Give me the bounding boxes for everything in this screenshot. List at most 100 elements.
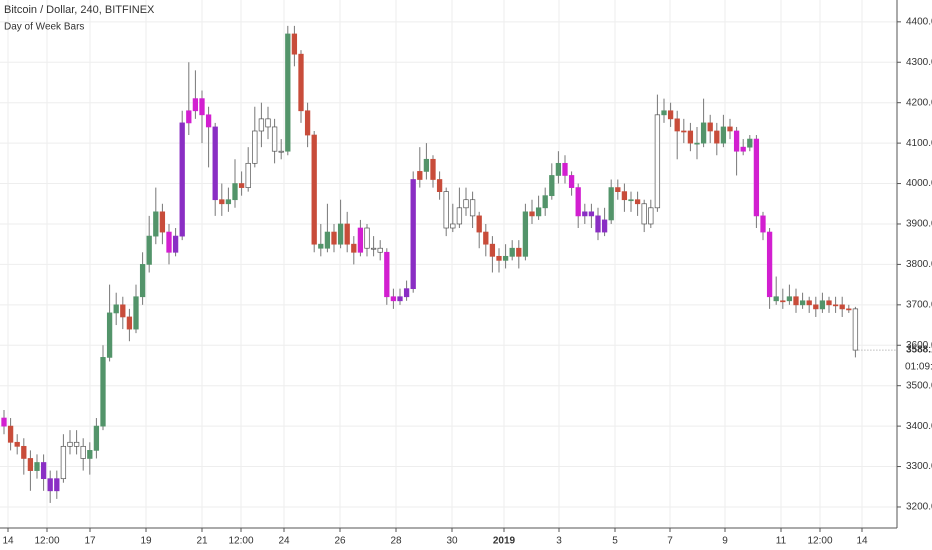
candle-body (628, 199, 634, 202)
candle-body (344, 223, 350, 245)
candle-body (588, 211, 595, 217)
candle-body (377, 247, 383, 253)
candle-body (852, 308, 859, 351)
candle-body (469, 199, 476, 217)
candle-body (443, 191, 449, 229)
candle-body (258, 118, 265, 132)
candle-body (384, 251, 390, 298)
candle-body (225, 199, 232, 205)
y-tick-label: 3300.0 (906, 461, 932, 472)
y-tick-label: 4100.0 (906, 138, 932, 149)
candle-body (304, 110, 311, 136)
y-tick-label: 4300.0 (906, 57, 932, 68)
x-tick-label: 9 (722, 536, 728, 547)
candle-body (766, 231, 773, 298)
candle-body (463, 199, 469, 209)
candle-body (139, 264, 146, 298)
candle-body (509, 247, 515, 257)
candle-body (430, 158, 436, 180)
candle-body (54, 478, 60, 492)
candle-body (846, 308, 852, 311)
candle-body (562, 162, 568, 176)
candle-body (87, 450, 93, 459)
candle-body (397, 296, 403, 302)
candle-body (219, 199, 225, 205)
candle-body (357, 227, 364, 253)
candle-body (423, 158, 430, 172)
candle-body (370, 247, 377, 250)
candles (1, 25, 859, 503)
y-tick-label: 4000.0 (906, 178, 932, 189)
candle-body (232, 183, 238, 201)
candle-body (456, 207, 463, 225)
x-tick-label: 5 (612, 536, 618, 547)
candle-body (496, 255, 502, 261)
candle-body (278, 150, 284, 153)
candle-body (403, 288, 410, 298)
indicator-name: Day of Week Bars (4, 22, 84, 33)
candle-body (595, 215, 601, 233)
candle-body (14, 441, 20, 447)
candle-body (199, 98, 205, 116)
x-tick-label: 12:00 (228, 536, 253, 547)
candle-body (40, 462, 47, 480)
candle-body (720, 126, 727, 144)
x-tick-label: 17 (84, 536, 96, 547)
candle-body (7, 425, 14, 443)
candle-body (654, 114, 661, 209)
x-tick-label: 24 (278, 536, 290, 547)
candle-body (661, 110, 667, 116)
candle-body (667, 110, 674, 120)
candle-body (1, 417, 7, 427)
candle-body (502, 255, 509, 261)
candle-body (641, 203, 647, 225)
candle-body (601, 219, 608, 233)
candle-body (793, 296, 799, 306)
candle-body (555, 162, 562, 176)
candle-body (179, 122, 185, 237)
candle-body (113, 304, 119, 314)
x-tick-label: 28 (390, 536, 402, 547)
candle-body (331, 231, 337, 245)
candle-body (799, 300, 806, 306)
candle-body (93, 425, 100, 451)
candle-body (615, 187, 621, 192)
candle-body (417, 171, 423, 180)
candle-body (80, 445, 86, 459)
candle-body (252, 130, 258, 164)
last-price-label: 3588.1 (906, 345, 932, 356)
candle-body (516, 247, 522, 257)
candle-body (172, 235, 179, 253)
x-tick-label: 2019 (493, 536, 516, 547)
candle-body (747, 138, 753, 148)
x-tick-label: 21 (196, 536, 208, 547)
candle-body (106, 312, 113, 358)
candle-body (674, 118, 680, 132)
y-tick-label: 4200.0 (906, 97, 932, 108)
candle-body (318, 243, 324, 249)
x-tick-label: 14 (856, 536, 868, 547)
candle-body (621, 191, 628, 201)
candle-body (238, 183, 245, 188)
candle-body (271, 126, 278, 152)
x-tick-label: 7 (667, 536, 673, 547)
candle-body (205, 114, 212, 128)
candle-body (245, 162, 251, 188)
candle-body (773, 296, 779, 302)
candle-body (648, 207, 654, 225)
candle-body (291, 33, 298, 55)
candle-body (634, 199, 641, 205)
candle-body (21, 445, 27, 459)
x-tick-label: 12:00 (807, 536, 832, 547)
y-tick-label: 3200.0 (906, 502, 932, 513)
candle-body (166, 231, 172, 253)
y-tick-label: 4400.0 (906, 16, 932, 27)
candle-body (364, 227, 370, 249)
candle-body (212, 126, 218, 201)
y-tick-label: 3700.0 (906, 299, 932, 310)
candle-body (489, 243, 496, 257)
candle-body (806, 300, 812, 306)
y-tick-label: 3900.0 (906, 219, 932, 230)
